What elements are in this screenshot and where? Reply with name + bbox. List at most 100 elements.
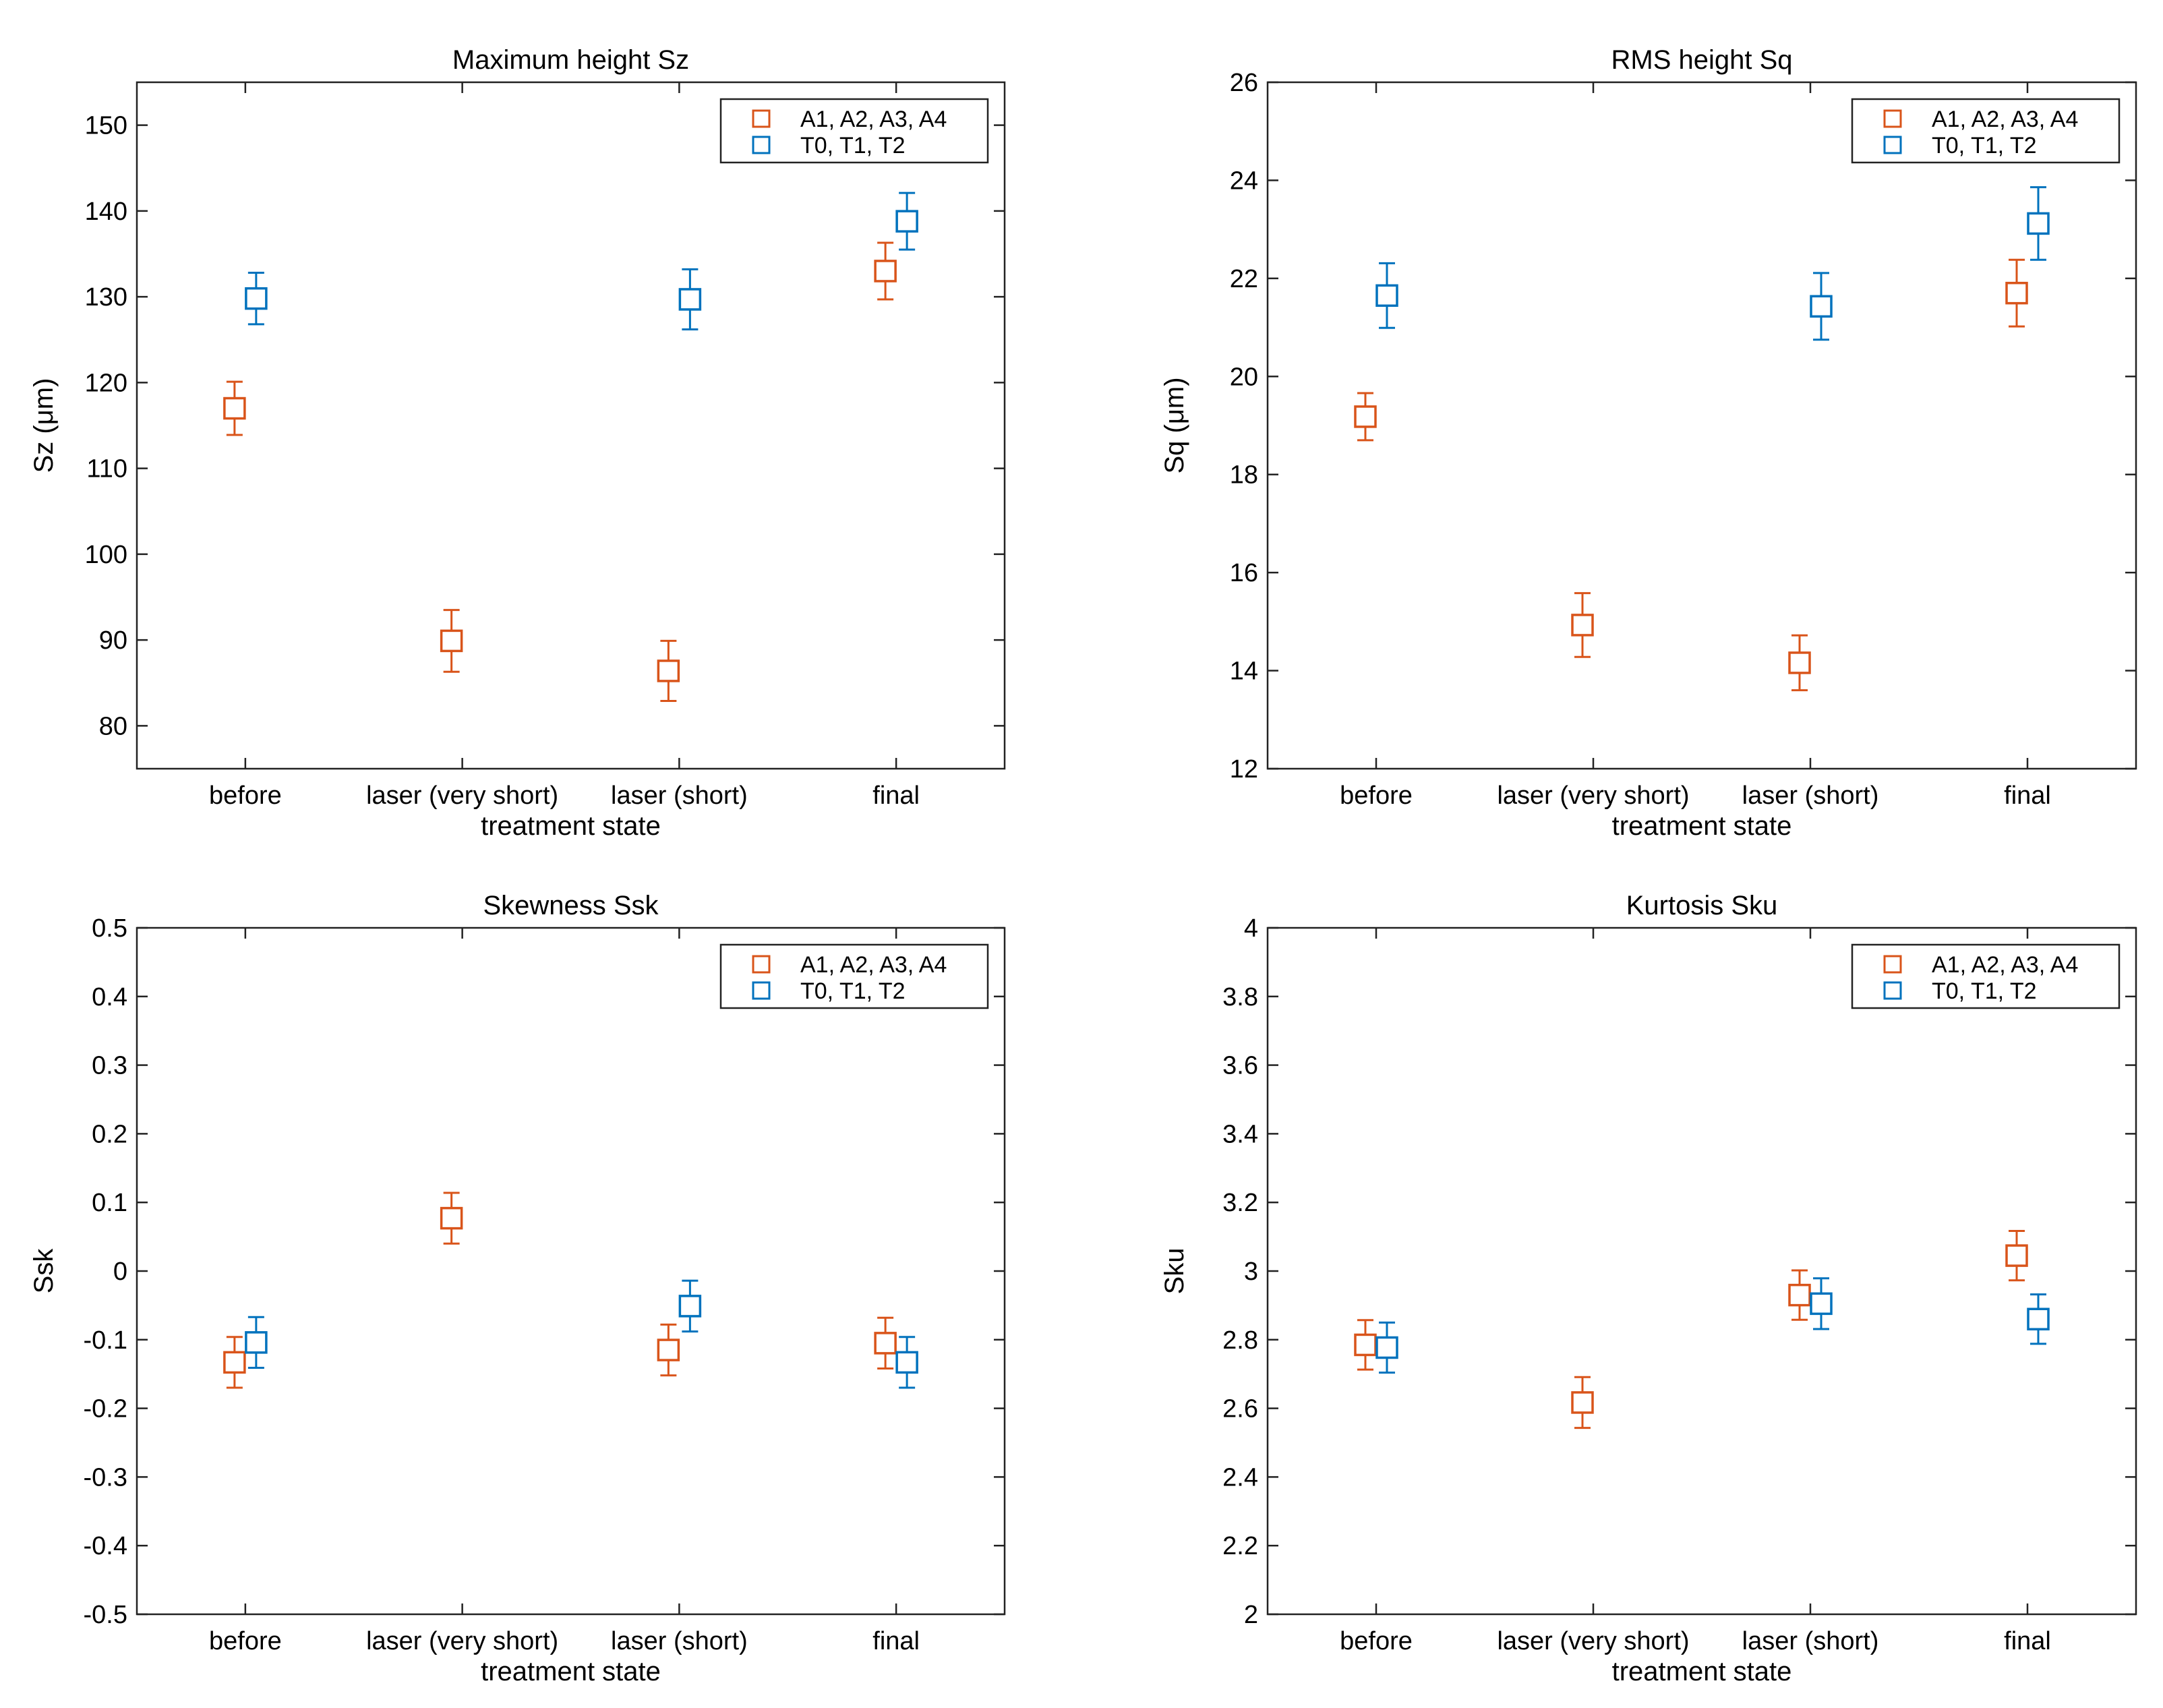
y-tick-label: 12 [1230, 755, 1258, 784]
data-point [245, 287, 268, 310]
series-a [1354, 258, 2028, 692]
y-tick-label: -0.5 [84, 1601, 127, 1629]
data-point [895, 1351, 918, 1374]
legend-label: A1, A2, A3, A4 [800, 107, 947, 132]
data-point [1375, 284, 1398, 307]
x-tick-label: laser (short) [1742, 1627, 1879, 1655]
y-tick-label: -0.3 [84, 1463, 127, 1492]
legend-marker [752, 136, 771, 154]
legend-marker [752, 955, 771, 974]
y-axis-label: Ssk [29, 1248, 59, 1294]
chart-panel-1: 80 90 100 110 120 130 140 150 before laser (very … [29, 45, 1006, 841]
data-point [223, 396, 246, 420]
y-tick-label: -0.2 [84, 1395, 127, 1423]
data-point [440, 1206, 463, 1230]
legend-label: T0, T1, T2 [1932, 978, 2037, 1004]
legend-label: A1, A2, A3, A4 [1932, 107, 2078, 132]
x-axis-label: treatment state [1612, 1657, 1792, 1686]
x-tick-label: laser (very short) [366, 1627, 558, 1655]
y-tick-label: 2.2 [1222, 1532, 1258, 1560]
y-tick-label: 3 [1244, 1258, 1258, 1286]
plot-frame [1266, 81, 2137, 770]
legend-label: A1, A2, A3, A4 [800, 952, 947, 978]
data-point [440, 629, 463, 653]
y-tick-label: 2 [1244, 1601, 1258, 1629]
chart-title: RMS height Sq [1611, 45, 1792, 75]
data-point [2027, 212, 2050, 235]
y-tick-label: -0.1 [84, 1326, 127, 1355]
data-point [678, 1295, 702, 1318]
legend-label: T0, T1, T2 [800, 133, 906, 158]
x-tick-label: laser (short) [611, 1627, 748, 1655]
legend-marker [1883, 136, 1902, 154]
y-tick-label: 2.8 [1222, 1326, 1258, 1355]
series-t [1375, 186, 2050, 341]
y-tick-label: -0.4 [84, 1532, 127, 1560]
data-point [1354, 405, 1377, 428]
plot-frame [136, 926, 1006, 1616]
data-point [2005, 281, 2028, 305]
y-axis-label: Sz (μm) [29, 378, 59, 473]
y-tick-label: 18 [1230, 461, 1258, 490]
data-point [1810, 295, 1833, 318]
legend-marker [1883, 981, 1902, 1000]
chart-panel-4: 2 2.2 2.4 2.6 2.8 3 3.2 3.4 3.6 3.8 4 before laser (… [1160, 891, 2137, 1686]
y-tick-label: 0.2 [92, 1120, 127, 1148]
y-tick-label: 24 [1230, 167, 1258, 195]
y-tick-label: 3.2 [1222, 1189, 1258, 1217]
y-tick-label: 100 [85, 541, 127, 569]
series-a [223, 241, 897, 702]
chart-title: Maximum height Sz [452, 45, 689, 75]
x-tick-label: laser (very short) [366, 782, 558, 810]
series-a [223, 1191, 897, 1389]
legend-marker [752, 981, 771, 1000]
x-tick-label: laser (very short) [1497, 782, 1689, 810]
data-point [2027, 1307, 2050, 1331]
chart-panel-3: -0.5 -0.4 -0.3 -0.2 -0.1 0 0.1 0.2 0.3 0.4 0.5 befo… [29, 891, 1006, 1686]
y-tick-label: 80 [99, 712, 127, 740]
legend-marker [1883, 109, 1902, 128]
legend-label: A1, A2, A3, A4 [1932, 952, 2078, 978]
y-tick-label: 3.8 [1222, 983, 1258, 1011]
y-tick-label: 0.5 [92, 914, 127, 943]
data-point [657, 1338, 680, 1361]
y-tick-label: 14 [1230, 657, 1258, 686]
data-point [1788, 1283, 1811, 1307]
data-point [1571, 614, 1594, 637]
y-tick-label: 22 [1230, 265, 1258, 293]
y-tick-label: 3.4 [1222, 1120, 1258, 1148]
data-point [874, 1332, 897, 1355]
chart-title: Skewness Ssk [483, 891, 659, 920]
series-t [1375, 1277, 2050, 1374]
x-tick-label: final [872, 1627, 920, 1655]
y-tick-label: 130 [85, 283, 127, 312]
data-point [657, 659, 680, 682]
plot-frame [136, 81, 1006, 770]
data-point [1571, 1391, 1594, 1414]
y-tick-label: 20 [1230, 363, 1258, 391]
x-axis-label: treatment state [481, 811, 661, 841]
data-point [2005, 1244, 2028, 1267]
data-point [1810, 1292, 1833, 1316]
x-tick-label: laser (short) [611, 782, 748, 810]
y-tick-label: 140 [85, 198, 127, 226]
y-tick-label: 120 [85, 369, 127, 397]
y-tick-label: 26 [1230, 69, 1258, 97]
series-t [245, 192, 918, 330]
data-point [1354, 1333, 1377, 1357]
legend-marker [1883, 955, 1902, 974]
x-tick-label: final [2004, 782, 2051, 810]
chart-panel-2: 12 14 16 18 20 22 24 26 before laser (very short)… [1160, 45, 2137, 841]
y-tick-label: 150 [85, 112, 127, 140]
y-axis-label: Sku [1160, 1248, 1189, 1295]
x-tick-label: before [1340, 782, 1413, 810]
x-tick-label: before [1340, 1627, 1413, 1655]
x-tick-label: final [2004, 1627, 2051, 1655]
legend-label: T0, T1, T2 [800, 978, 906, 1004]
y-tick-label: 4 [1244, 914, 1258, 943]
